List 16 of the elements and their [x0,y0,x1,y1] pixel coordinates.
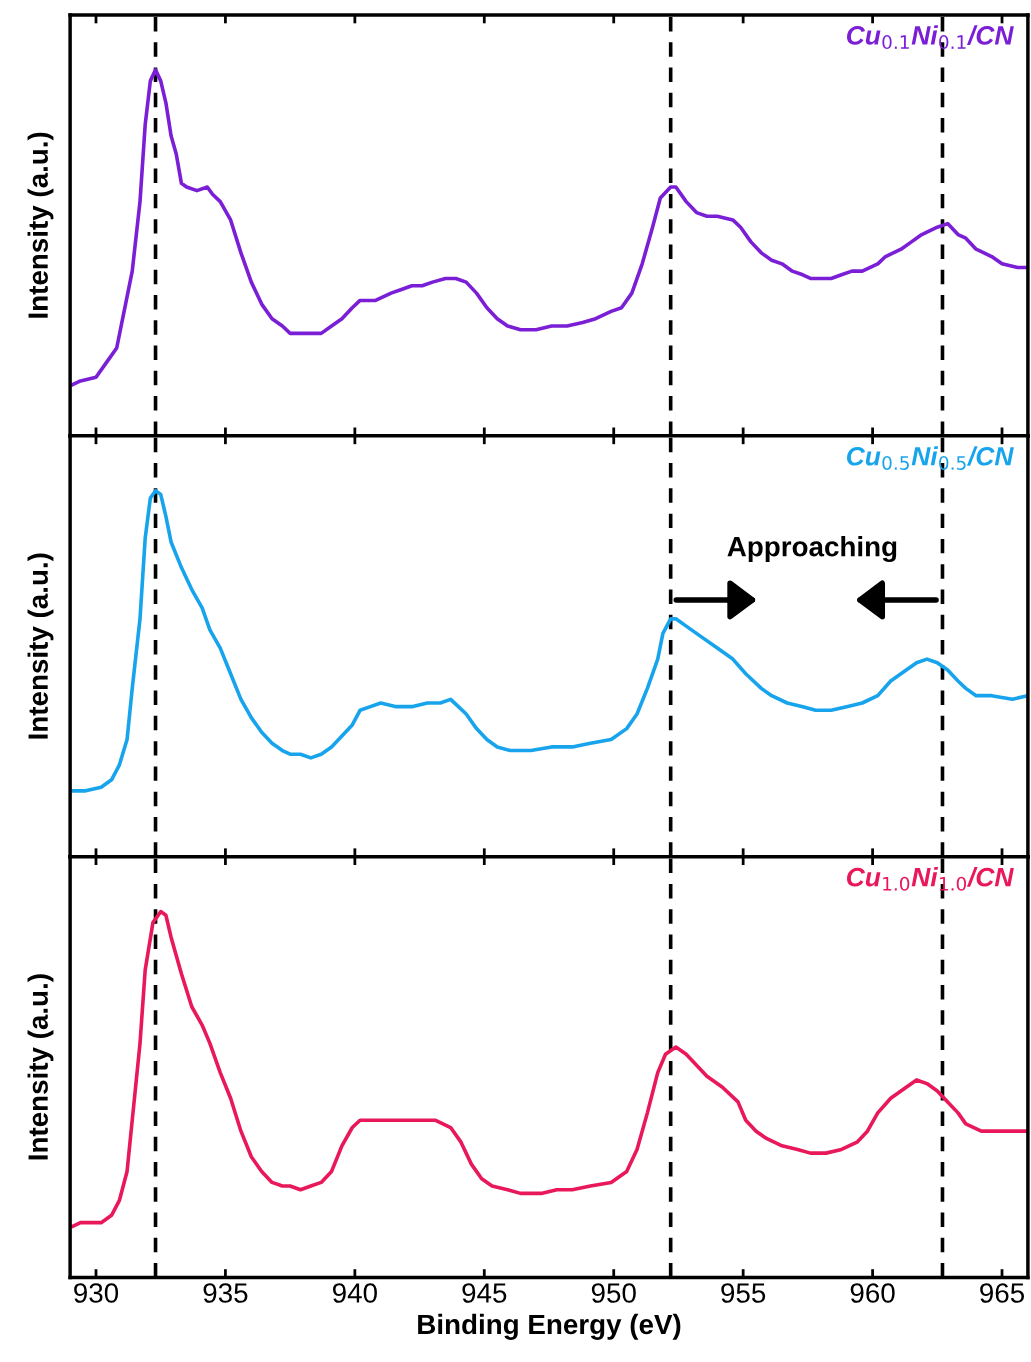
y-axis-title: Intensity (a.u.) [27,553,54,739]
text: Cu$_{1.0}$Ni$_{1.0}$/CN [847,867,1014,891]
x-tick-label: 930 [74,1283,119,1303]
y-axis-title: Intensity (a.u.) [27,132,54,318]
text: Cu$_{0.5}$Ni$_{0.5}$/CN [847,446,1014,470]
x-tick-label: 940 [332,1283,377,1303]
x-axis-title: Binding Energy (eV) [418,1313,681,1340]
text: Cu$_{0.1}$Ni$_{0.1}$/CN [847,25,1014,50]
x-tick-label: 935 [203,1283,248,1303]
x-tick-label: 945 [462,1283,507,1303]
y-axis-title: Intensity (a.u.) [27,974,54,1160]
x-tick-label: 960 [850,1283,895,1303]
x-tick-label: 955 [721,1283,766,1303]
annotation: Approaching [727,536,897,563]
x-tick-label: 950 [591,1283,636,1303]
x-tick-label: 965 [980,1283,1025,1303]
